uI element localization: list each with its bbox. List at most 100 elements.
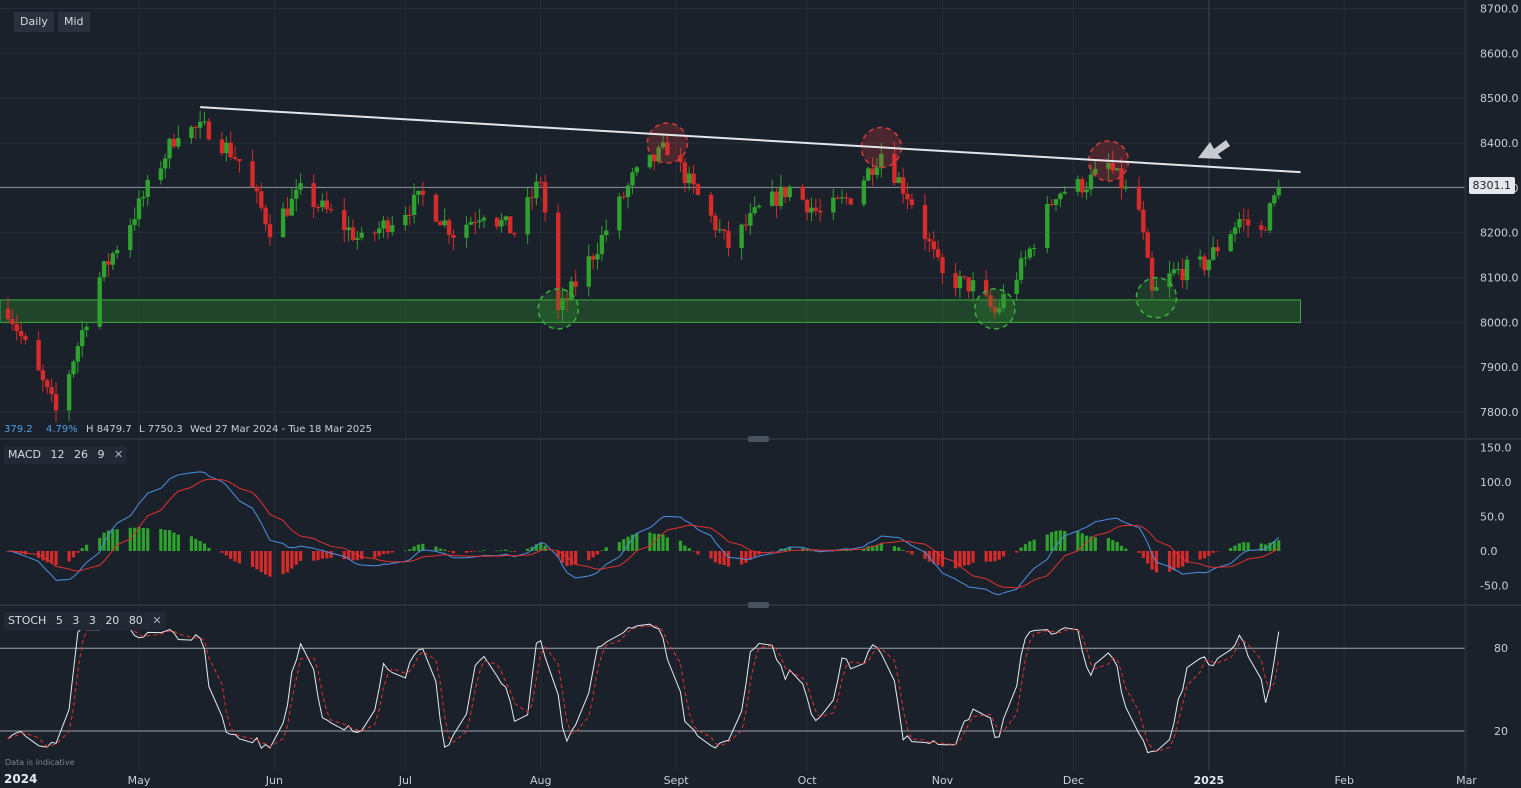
macd-histogram-bar [595, 551, 600, 555]
macd-histogram-bar [1089, 536, 1093, 551]
candle-body [202, 121, 207, 123]
candle-body [1206, 259, 1212, 271]
candle-body [411, 194, 417, 215]
price-tick-label: 8000.0 [1480, 316, 1519, 329]
macd-histogram-bar [805, 550, 809, 551]
candle-body [866, 168, 871, 181]
macd-histogram-bar [508, 550, 512, 552]
candle-body [507, 216, 513, 234]
macd-line [7, 471, 1280, 596]
price-tick-label: 8500.0 [1480, 92, 1519, 105]
close-icon[interactable]: ✕ [152, 614, 162, 627]
macd-histogram-bar [1028, 541, 1032, 551]
macd-histogram-bar [98, 537, 102, 551]
macd-histogram-bar [447, 551, 451, 552]
macd-histogram-bar [718, 551, 722, 565]
candle-body [787, 186, 792, 198]
macd-histogram-bar [347, 551, 351, 560]
candle-body [45, 380, 50, 388]
candle-body [861, 180, 867, 205]
stoch-param: 3 [88, 614, 96, 627]
candle-body [101, 261, 107, 278]
macd-histogram-bar [940, 551, 945, 567]
candle-body [573, 281, 578, 287]
candle-body [1171, 269, 1177, 274]
macd-histogram-bar [1032, 539, 1036, 551]
macd-histogram-bar [1084, 535, 1089, 551]
date-tick-label: Sept [664, 774, 690, 787]
candle-body [682, 162, 688, 184]
macd-histogram-bar [560, 551, 565, 563]
macd-histogram-bar [495, 550, 499, 552]
macd-label[interactable]: MACD 12 26 9 ✕ [4, 446, 128, 464]
candle-body [848, 198, 853, 205]
candle-body [420, 190, 426, 195]
candle-body [525, 197, 530, 235]
macd-histogram-bar [962, 551, 966, 566]
macd-histogram-bar [268, 551, 272, 577]
macd-histogram-bar [50, 551, 54, 564]
candle-body [1031, 248, 1037, 250]
support-zone-rect [0, 299, 1302, 323]
macd-histogram-bar [1054, 530, 1058, 551]
macd-histogram-bar [255, 551, 259, 570]
candle-body [1114, 168, 1120, 171]
candle-body [298, 183, 303, 190]
macd-histogram-bar [565, 551, 569, 567]
macd-histogram-bar [176, 534, 180, 551]
candle-body [36, 339, 41, 371]
macd-histogram-bar [54, 551, 58, 565]
macd-histogram-bar [574, 551, 578, 565]
macd-histogram-bar [569, 551, 573, 566]
candle-body [494, 217, 500, 227]
timeframe-button[interactable]: Daily [14, 12, 54, 32]
price-tick-label: 8200.0 [1480, 227, 1519, 240]
candle-body [892, 153, 897, 183]
macd-histogram-bar [665, 537, 669, 551]
candle-body [1145, 232, 1150, 258]
price-tick-label: 7800.0 [1480, 406, 1519, 419]
macd-histogram-bar [1146, 551, 1150, 564]
candle-body [263, 207, 268, 225]
macd-histogram-bar [1198, 551, 1202, 560]
macd-histogram-bar [622, 539, 626, 551]
candle-body [630, 172, 635, 186]
candle-body [1176, 269, 1181, 271]
macd-histogram-bar [604, 547, 608, 551]
candle-body [839, 197, 845, 199]
candle-body [53, 394, 59, 411]
candle-body [1211, 247, 1216, 260]
macd-histogram-bar [1015, 551, 1019, 553]
stoch-label[interactable]: STOCH 5 3 3 20 80 ✕ [4, 612, 166, 630]
macd-histogram-bar [342, 551, 346, 560]
candle-body [721, 229, 727, 231]
macd-histogram-bar [967, 551, 971, 566]
macd-histogram-bar [434, 546, 438, 551]
macd-histogram-bar [691, 551, 696, 552]
pattern-markers [537, 122, 1178, 330]
candle-body [922, 204, 928, 239]
macd-histogram-bar [285, 551, 290, 573]
price-tick-label: 8100.0 [1480, 272, 1519, 285]
macd-histogram-bar [932, 551, 936, 564]
macd-histogram-bar [958, 551, 962, 568]
candle-body [983, 280, 989, 296]
candle-body [385, 220, 391, 232]
candle-body [390, 225, 395, 232]
panel-resize-handle [748, 436, 769, 442]
macd-histogram-bar [224, 551, 228, 556]
macd-histogram-bar [106, 530, 111, 551]
candle-body [844, 197, 849, 199]
candle-body [717, 229, 722, 231]
macd-histogram-bar [753, 551, 757, 557]
candle-body [1272, 195, 1277, 204]
candle-body [158, 168, 164, 180]
candle-body [280, 208, 286, 238]
macd-histogram-bar [473, 551, 477, 552]
candle-body [595, 254, 600, 260]
macd-histogram-bar [464, 551, 469, 553]
price-type-button[interactable]: Mid [58, 12, 90, 32]
macd-histogram-bar [416, 544, 421, 551]
close-icon[interactable]: ✕ [113, 448, 124, 461]
